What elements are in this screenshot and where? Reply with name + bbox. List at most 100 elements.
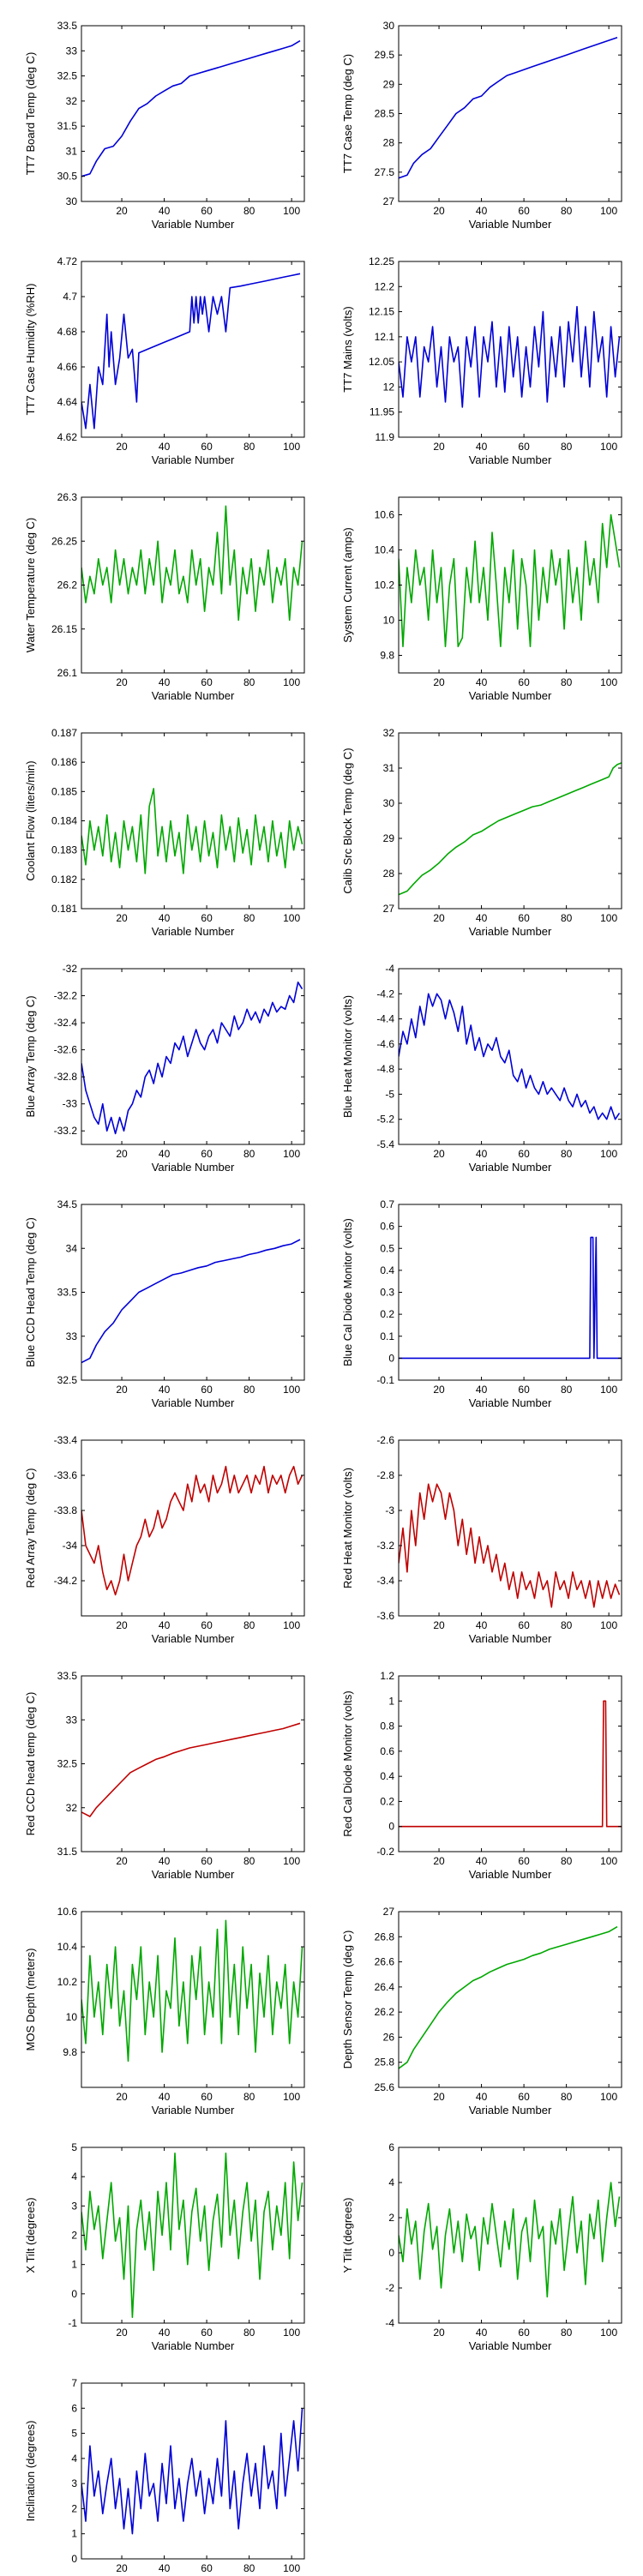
y-tick-label: -32.8 [54, 1071, 78, 1083]
x-tick-label: 100 [600, 1855, 617, 1867]
x-axis-label: Variable Number [469, 925, 552, 938]
x-tick-label: 100 [600, 2327, 617, 2339]
x-tick-label: 60 [201, 1619, 213, 1631]
x-tick-label: 80 [243, 2327, 255, 2339]
chart-panel-17: 20 40 60 80 100 9.8 10 10.2 10.4 10.6 Variable Num… [24, 1906, 305, 2117]
x-tick-label: 40 [476, 1384, 488, 1396]
y-tick-label: -3.2 [376, 1540, 394, 1552]
x-tick-label: 100 [283, 205, 300, 217]
x-tick-label: 40 [476, 2327, 488, 2339]
x-tick-label: 100 [600, 676, 617, 688]
series-line [399, 305, 621, 408]
x-tick-label: 80 [243, 1855, 255, 1867]
x-tick-label: 60 [201, 441, 213, 453]
y-tick-label: 0.3 [380, 1287, 394, 1299]
chart-panel-16: 20 40 60 80 100 -0.2 0 0.2 0.4 0.6 0.8 1 1.2 Variable… [341, 1670, 622, 1881]
x-tick-label: 60 [201, 1384, 213, 1396]
x-tick-label: 40 [159, 2327, 171, 2339]
x-tick-label: 80 [243, 441, 255, 453]
y-tick-label: 0.7 [380, 1198, 394, 1210]
y-tick-label: 26.1 [57, 667, 78, 679]
x-tick-label: 80 [561, 441, 573, 453]
x-tick-label: 100 [283, 1619, 300, 1631]
y-tick-label: -33 [63, 1098, 78, 1110]
x-tick-label: 40 [476, 676, 488, 688]
x-tick-label: 20 [433, 205, 445, 217]
y-tick-label: 10.4 [375, 544, 395, 556]
x-tick-label: 80 [243, 2562, 255, 2572]
y-tick-label: 0 [388, 1821, 394, 1833]
y-tick-label: -3.6 [376, 1610, 394, 1622]
x-axis-label: Variable Number [152, 689, 235, 702]
x-tick-label: 40 [476, 1148, 488, 1160]
y-tick-label: 9.8 [380, 650, 394, 662]
y-tick-label: 10.4 [57, 1941, 78, 1953]
x-tick-label: 80 [243, 2091, 255, 2103]
y-tick-label: 12.05 [369, 356, 394, 368]
y-tick-label: 6 [71, 2402, 77, 2414]
y-tick-label: 12.1 [375, 331, 395, 343]
x-tick-label: 80 [243, 1619, 255, 1631]
y-tick-label: 26.25 [51, 535, 77, 547]
y-tick-label: -5.2 [376, 1114, 394, 1126]
x-tick-label: 20 [116, 676, 128, 688]
y-tick-label: 11.9 [376, 431, 395, 443]
axes-box [398, 1675, 622, 1852]
series-line [81, 1722, 301, 1817]
x-tick-label: 20 [116, 1855, 128, 1867]
series-line [399, 36, 618, 179]
chart-panel-1: 20 40 60 80 100 30 30.5 31 31.5 32 32.5 33 33.5 Varia… [24, 20, 305, 231]
x-tick-label: 40 [476, 205, 488, 217]
y-tick-label: 33.5 [57, 1287, 78, 1299]
y-tick-label: 3 [71, 2477, 77, 2489]
y-tick-label: 34 [66, 1242, 78, 1254]
y-axis-label: Blue Cal Diode Monitor (volts) [341, 1218, 354, 1366]
x-tick-label: 80 [561, 912, 573, 924]
x-tick-label: 60 [201, 676, 213, 688]
y-tick-label: 0.183 [51, 844, 77, 856]
y-tick-label: 4 [71, 2453, 77, 2465]
axes-box [81, 1675, 305, 1852]
x-tick-label: 80 [243, 676, 255, 688]
x-tick-label: 60 [518, 1384, 530, 1396]
x-tick-label: 60 [518, 676, 530, 688]
y-tick-label: 32.5 [57, 70, 78, 82]
y-tick-label: -33.2 [54, 1125, 78, 1137]
axes-box [81, 25, 305, 202]
x-axis-label: Variable Number [152, 1632, 235, 1645]
x-axis-label: Variable Number [469, 2104, 552, 2117]
y-tick-label: 4 [388, 2177, 394, 2189]
y-tick-label: 10.2 [375, 579, 395, 591]
x-axis-label: Variable Number [469, 1868, 552, 1881]
y-tick-label: -4.8 [376, 1063, 394, 1075]
y-tick-label: -1 [68, 2317, 77, 2329]
series-line [399, 762, 622, 896]
chart-panel-20: 20 40 60 80 100 -4 -2 0 2 4 6 Variable Number Y Tilt… [341, 2141, 622, 2352]
y-axis-label: TT7 Case Humidity (%RH) [24, 284, 37, 416]
series-line [81, 1239, 301, 1364]
y-tick-label: 31.5 [57, 120, 78, 132]
y-tick-label: 1 [71, 2528, 77, 2540]
chart-panel-3: 20 40 60 80 100 4.62 4.64 4.66 4.68 4.7 4.72 Variab… [24, 255, 305, 466]
y-tick-label: 12.25 [369, 255, 394, 267]
x-tick-label: 80 [561, 676, 573, 688]
y-tick-label: -33.6 [54, 1469, 78, 1481]
y-tick-label: 10.2 [57, 1976, 78, 1988]
series-line [81, 2408, 303, 2535]
y-tick-label: 27 [383, 903, 395, 915]
y-tick-label: 29 [383, 832, 395, 844]
y-axis-label: Calib Src Block Temp (deg C) [341, 748, 354, 893]
chart-panel-13: 20 40 60 80 100 -34.2 -34 -33.8 -33.6 -33.4 Variab… [24, 1434, 305, 1645]
y-tick-label: 26.3 [57, 491, 78, 503]
y-tick-label: 28 [383, 868, 395, 880]
x-tick-label: 60 [518, 2091, 530, 2103]
x-tick-label: 100 [600, 912, 617, 924]
y-tick-label: 0.181 [51, 903, 77, 915]
x-tick-label: 20 [433, 1384, 445, 1396]
y-tick-label: 25.8 [375, 2057, 395, 2069]
y-tick-label: 0.2 [380, 1308, 394, 1320]
series-line [81, 273, 301, 429]
y-tick-label: 0.187 [51, 727, 77, 739]
y-tick-label: 4 [71, 2171, 77, 2183]
y-tick-label: 31.5 [57, 1846, 78, 1858]
